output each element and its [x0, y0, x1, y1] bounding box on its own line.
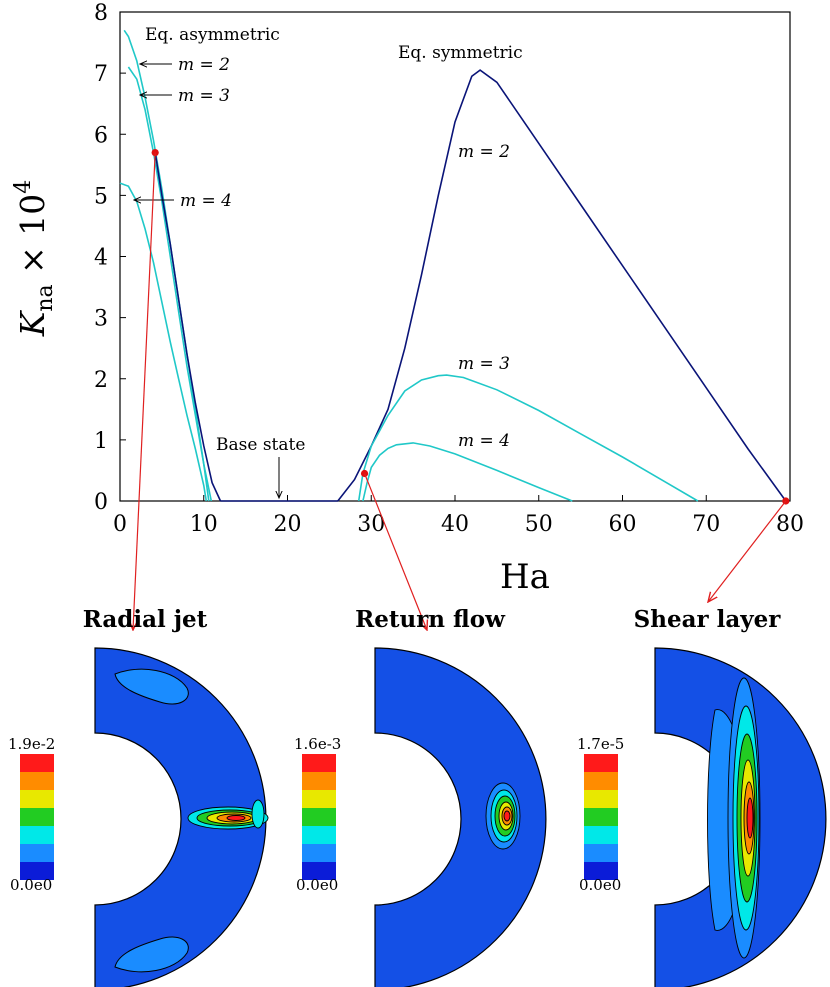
colorbar-swatch — [584, 790, 618, 808]
panel-shear-layer: 1.7e-5 0.0e0 — [577, 647, 827, 987]
y-tick-label: 5 — [94, 184, 108, 209]
series-asymmetric-m-4 — [362, 442, 573, 502]
panel-arrows — [133, 152, 787, 630]
y-tick-label: 8 — [94, 1, 108, 26]
colorbar-max-radial-jet: 1.9e-2 — [8, 735, 55, 753]
x-tick-label: 10 — [190, 512, 218, 537]
colorbar-swatch — [584, 862, 618, 880]
contour-blob — [114, 668, 189, 705]
series-asymmetric-m-3 — [127, 66, 213, 502]
colorbar-swatch — [302, 772, 336, 790]
x-axis-label: Ha — [500, 557, 550, 597]
colorbar-swatch — [584, 826, 618, 844]
annotation-base-state: Base state — [216, 435, 305, 455]
x-tick-label: 0 — [113, 512, 127, 537]
panel-title-return-flow: Return flow — [355, 606, 506, 633]
label-asym-m2: m = 2 — [178, 55, 230, 75]
annotation-eq-symmetric: Eq. symmetric — [398, 43, 523, 63]
colorbar-swatch — [20, 826, 54, 844]
colorbar-swatch — [20, 754, 54, 772]
x-tick-label: 40 — [441, 512, 469, 537]
y-tick-label: 3 — [94, 307, 108, 332]
colorbar-max-shear-layer: 1.7e-5 — [577, 735, 624, 753]
shell-domain — [374, 647, 547, 987]
y-tick-label: 6 — [94, 123, 108, 148]
colorbar-swatch — [302, 862, 336, 880]
y-tick-label: 2 — [94, 368, 108, 393]
panel-title-radial-jet: Radial jet — [83, 606, 208, 633]
contour-level — [746, 797, 754, 839]
colorbar-swatch — [302, 826, 336, 844]
colorbar-min-radial-jet: 0.0e0 — [10, 876, 52, 894]
label-sym-m4: m = 4 — [458, 431, 510, 451]
x-tick-label: 80 — [776, 512, 804, 537]
label-asym-m3: m = 3 — [178, 86, 230, 106]
y-tick-label: 1 — [94, 429, 108, 454]
marker-to-panel-arrow — [708, 500, 787, 602]
colorbar-min-return-flow: 0.0e0 — [296, 876, 338, 894]
label-sym-m3: m = 3 — [458, 354, 510, 374]
colorbar-swatch — [302, 844, 336, 862]
colorbar-swatch — [302, 790, 336, 808]
x-tick-label: 20 — [274, 512, 302, 537]
contour-level — [226, 815, 246, 821]
y-axis-label-exp: 4 — [11, 180, 36, 194]
panel-title-shear-layer: Shear layer — [634, 606, 782, 633]
label-sym-m2: m = 2 — [458, 142, 510, 162]
series-symmetric-branch — [154, 152, 222, 502]
marker-to-panel-arrow — [363, 473, 427, 630]
colorbar-swatch — [584, 754, 618, 772]
shell-domain — [94, 647, 267, 987]
colorbar-swatch — [20, 862, 54, 880]
panel-return-flow: 1.6e-3 0.0e0 — [294, 647, 547, 987]
colorbar-swatch — [584, 844, 618, 862]
colorbar-max-return-flow: 1.6e-3 — [294, 735, 341, 753]
contour-blob — [114, 936, 189, 973]
panel-radial-jet: 1.9e-2 0.0e0 — [8, 647, 269, 987]
series-asymmetric-m-3 — [357, 374, 699, 502]
colorbar-swatch — [20, 844, 54, 862]
colorbar-radial-jet — [20, 754, 54, 880]
y-tick-label: 0 — [94, 490, 108, 515]
colorbar-return-flow — [302, 754, 336, 880]
colorbar-swatch — [20, 790, 54, 808]
y-tick-label: 4 — [94, 246, 108, 271]
colorbar-shear-layer — [584, 754, 618, 880]
y-axis-label: Kna × 104 — [11, 180, 58, 338]
x-tick-label: 70 — [692, 512, 720, 537]
colorbar-min-shear-layer: 0.0e0 — [579, 876, 621, 894]
annotation-eq-asymmetric: Eq. asymmetric — [145, 25, 280, 45]
y-axis-label-sub: na — [33, 284, 58, 311]
contour-level — [503, 810, 511, 822]
x-tick-label: 30 — [357, 512, 385, 537]
x-tick-label: 60 — [609, 512, 637, 537]
colorbar-swatch — [302, 754, 336, 772]
x-tick-label: 50 — [525, 512, 553, 537]
axis-ticks: 0 10 20 30 40 50 60 70 80 0 1 2 3 4 5 6 7 8 — [94, 1, 804, 537]
series-asymmetric-m-4 — [119, 182, 208, 502]
label-asym-m4: m = 4 — [180, 191, 232, 211]
colorbar-swatch — [584, 808, 618, 826]
colorbar-swatch — [20, 772, 54, 790]
y-tick-label: 7 — [94, 62, 108, 87]
series-symmetric-m-2 — [337, 69, 787, 502]
marker-to-panel-arrow — [133, 152, 156, 630]
colorbar-swatch — [302, 808, 336, 826]
colorbar-swatch — [584, 772, 618, 790]
contour-level — [251, 799, 265, 829]
colorbar-swatch — [20, 808, 54, 826]
